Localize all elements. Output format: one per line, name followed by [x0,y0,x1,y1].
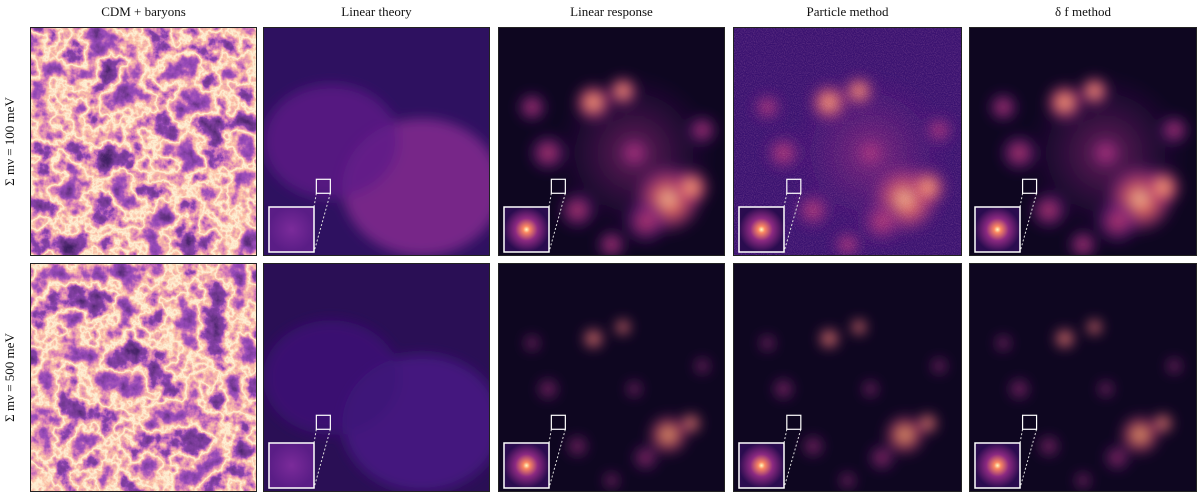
blob [770,376,796,402]
row-label: Σ mν = 500 meV [2,333,17,422]
blob [848,317,870,338]
zoom-box [1021,414,1038,430]
blobs [522,317,713,491]
inset [268,442,315,489]
blobs [263,84,490,256]
blob [595,228,628,256]
panel-border [30,263,257,492]
blob [1102,442,1133,473]
panel-border [263,263,490,492]
inset [738,442,785,489]
panel-border [969,27,1197,256]
blob [1066,228,1100,256]
panel-image [263,27,490,256]
panel-image [969,27,1197,256]
blob [986,90,1020,124]
blob [692,356,713,377]
blob [837,470,858,491]
column-title: CDM + baryons [101,4,186,19]
blob [1095,378,1116,399]
blobs [757,317,950,491]
zoom-box [786,178,802,194]
panel [263,27,490,256]
blob [1052,326,1078,352]
blob [263,320,400,435]
blob [1084,317,1105,338]
panel [733,263,962,492]
blob [1072,470,1094,491]
zoom-box [1021,178,1038,194]
column-title: Particle method [807,4,889,19]
panel [498,27,725,256]
blob [624,378,645,399]
inset [268,206,315,253]
panel [969,27,1197,256]
panel-border [30,27,257,256]
panel [498,263,725,492]
column-title: Linear response [570,4,653,19]
inset [503,442,550,489]
blobs [986,72,1191,256]
panel [263,263,490,492]
panel [30,27,257,256]
panel [733,27,962,256]
blob [601,470,622,491]
blob [564,433,590,459]
blob [678,410,704,436]
blob [915,410,941,436]
blob [929,355,950,377]
panel-border [969,263,1197,492]
halo [1026,72,1186,234]
blob [580,326,606,352]
zoom-box [550,414,566,430]
panel [969,263,1197,492]
cosmic-web [30,27,257,256]
blob [860,378,881,400]
panel-image [30,27,257,256]
blob [263,84,400,199]
panel-border [498,27,725,256]
blob [866,442,897,473]
panel [30,263,257,492]
inset [974,442,1021,489]
blob [515,90,549,124]
panel-border [733,263,962,492]
zoom-box [315,414,331,430]
blob [1036,433,1062,459]
blob [800,433,826,459]
inset [738,206,785,253]
panel-image [30,263,257,492]
blob [1164,356,1185,377]
row-label: Σ mν = 100 meV [2,97,17,186]
cosmic-web [30,263,257,492]
blob [1150,410,1176,436]
inset [503,206,550,253]
zoom-box [315,178,331,194]
panel-border [263,27,490,256]
blobs [515,72,719,256]
blob [630,442,661,473]
blobs [993,317,1185,491]
blob [757,333,778,354]
blob [535,376,561,402]
panel-border [733,27,962,256]
blob [816,325,842,352]
blob [612,317,633,338]
zoom-box [550,178,566,194]
panel-border [498,263,725,492]
blob [1006,376,1032,402]
zoom-box [786,414,802,430]
blob [522,333,543,354]
inset [974,206,1021,253]
halo [554,72,714,234]
blobs [263,320,490,492]
panel-image [733,263,962,492]
column-title: δ f method [1055,4,1111,19]
blob [993,333,1014,354]
column-title: Linear theory [341,4,412,19]
